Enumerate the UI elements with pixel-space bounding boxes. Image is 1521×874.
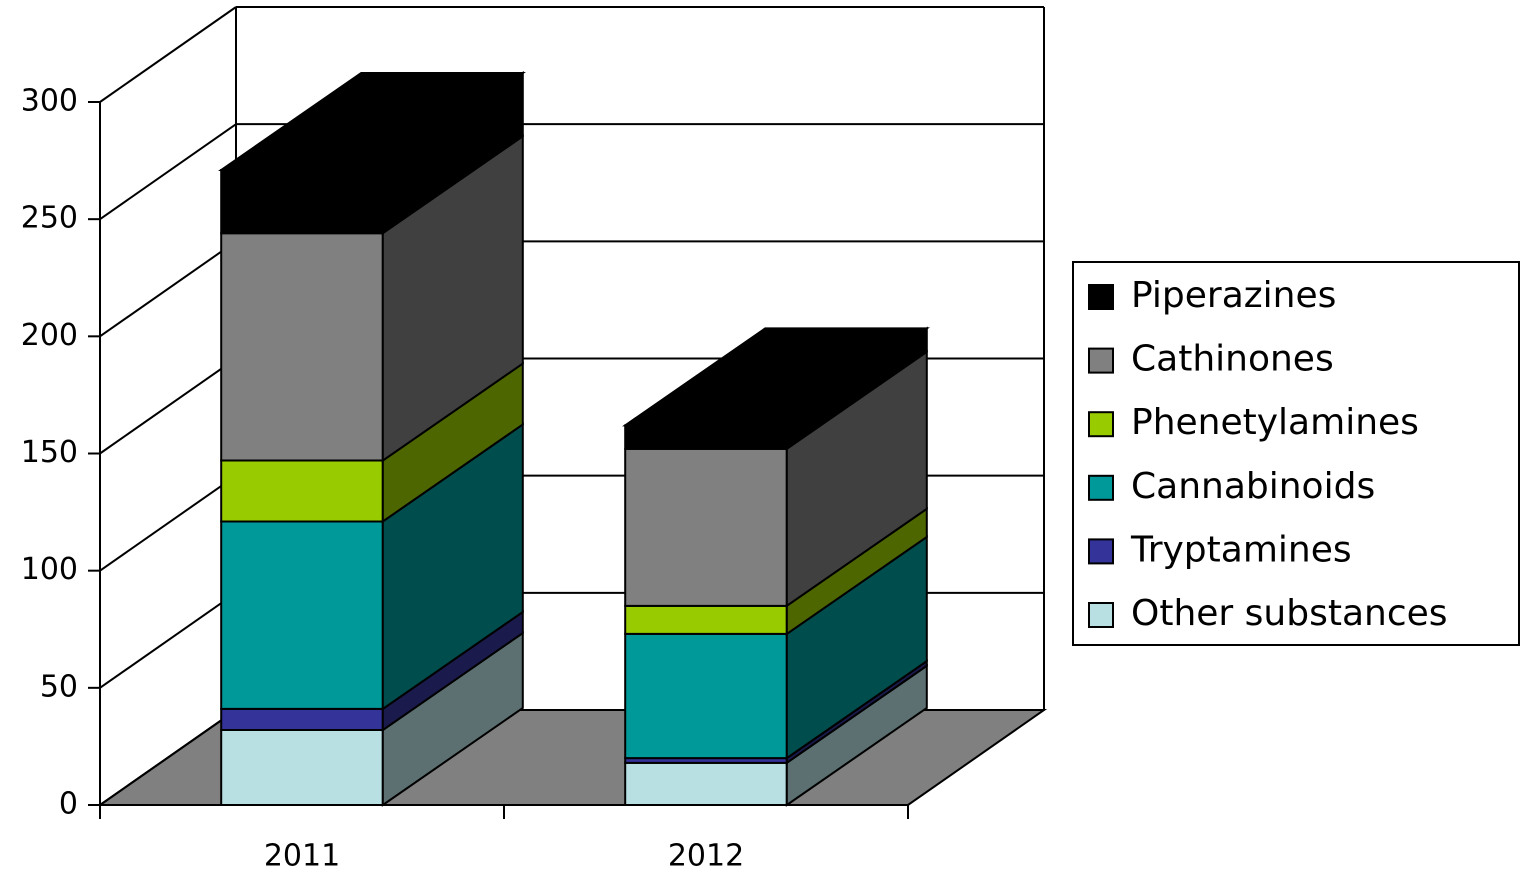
bar-segment: [220, 520, 384, 710]
bar-top: [622, 327, 930, 427]
legend-label: Cannabinoids: [1131, 466, 1375, 507]
bar-segment: [624, 632, 788, 760]
y-tick-label: 300: [21, 84, 78, 119]
legend-swatch: [1088, 284, 1114, 310]
legend-swatch: [1088, 347, 1114, 374]
bar-segment: [624, 447, 788, 607]
legend-swatch: [1088, 602, 1114, 628]
legend-label: Tryptamines: [1130, 529, 1352, 570]
side-grid-line: [99, 474, 237, 572]
bar-segment: [220, 459, 384, 523]
legend-label: Other substances: [1131, 593, 1448, 634]
bar-segment: [624, 604, 788, 635]
legend-box: [1072, 261, 1520, 646]
bar-segment: [220, 168, 384, 235]
y-tick-label: 200: [21, 318, 78, 353]
legend-label: Cathinones: [1131, 339, 1334, 380]
legend-swatch: [1088, 411, 1114, 438]
bar-segment: [624, 761, 788, 806]
bar-top: [218, 71, 526, 171]
y-tick-label: 250: [21, 201, 78, 236]
side-grid-line: [99, 6, 237, 103]
x-tick-label: 2011: [264, 839, 340, 874]
legend-label: Piperazines: [1131, 275, 1336, 316]
side-grid-line: [99, 123, 237, 220]
y-tick-label: 150: [21, 435, 78, 470]
y-tick-label: 100: [21, 552, 78, 587]
y-tick-label: 50: [40, 669, 78, 704]
side-grid-line: [99, 357, 237, 455]
legend-swatch: [1088, 538, 1114, 565]
bar-segment: [220, 707, 384, 732]
legend-swatch: [1088, 474, 1114, 501]
y-tick-label: 0: [59, 787, 78, 822]
x-tick-label: 2012: [668, 839, 744, 874]
bar-segment: [220, 729, 384, 806]
legend-label: Phenetylamines: [1131, 402, 1419, 443]
side-grid-line: [99, 240, 237, 338]
bar-segment: [220, 232, 384, 462]
side-grid-line: [99, 592, 237, 689]
bar-segment: [624, 424, 788, 450]
side-grid-line: [99, 709, 237, 806]
